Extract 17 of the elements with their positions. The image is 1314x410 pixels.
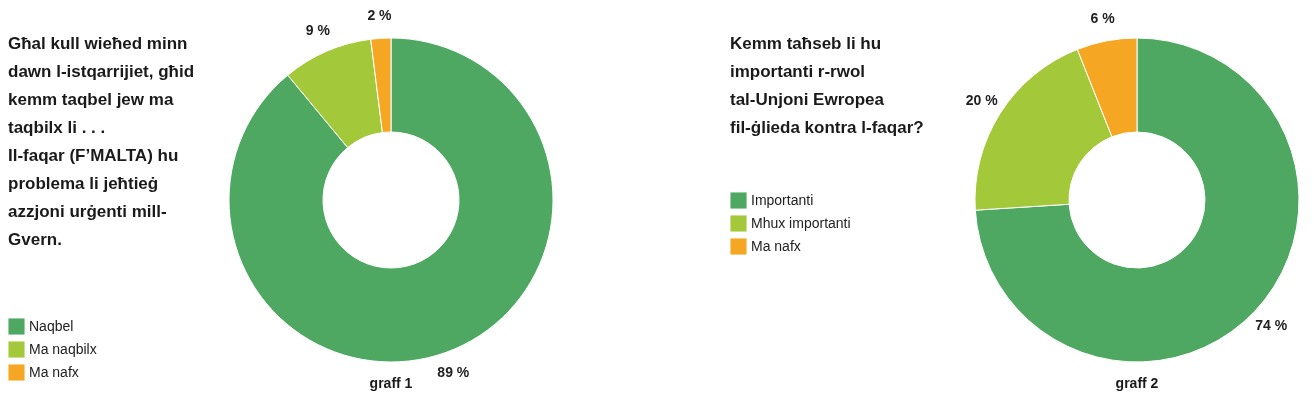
legend-label: Mhux importanti [751, 214, 851, 231]
text: Kemm taħseb li hu importanti r-rwol tal-Unjoni Ewropea fil-ġlieda kontra l-faqar? [730, 34, 924, 137]
legend-label: Ma naqbilx [29, 340, 97, 357]
legend-label: Importanti [751, 191, 814, 208]
legend-label: Naqbel [29, 317, 74, 334]
data-label: 9 % [305, 22, 331, 39]
data-label: 20 % [965, 92, 999, 109]
text: graff 2 [1115, 375, 1159, 391]
data-label: 89 % [437, 364, 470, 381]
text: graff 1 [369, 375, 413, 391]
data-label: 6 % [1090, 10, 1116, 27]
data-label: 74 % [1255, 316, 1288, 333]
text: Għal kull wieħed minn dawn l-istqarrijiet, għid kemm taqbel jew ma taqbilx li . . . Il-faqar (F’MALTA) hu problema li jeħtieġ azzjoni urġenti mill- Gvern. [8, 34, 195, 249]
legend-label: Ma nafx [751, 237, 801, 254]
legend-label: Ma nafx [29, 363, 79, 380]
data-label: 2 % [367, 7, 393, 24]
donut-slice [228, 37, 554, 363]
